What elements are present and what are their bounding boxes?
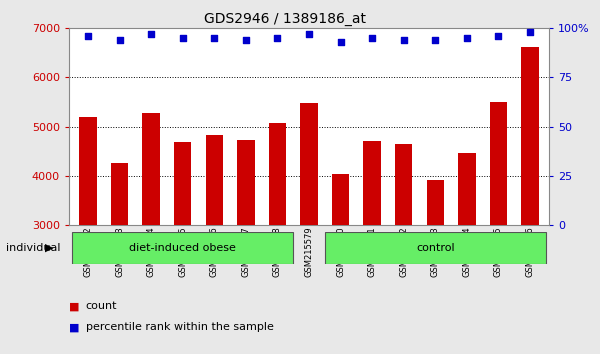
Bar	[79, 117, 97, 225]
Bar	[427, 179, 444, 225]
Point	[146, 32, 156, 37]
Bar	[301, 103, 317, 225]
Point	[399, 37, 409, 43]
Text: individual: individual	[6, 243, 61, 253]
Point	[272, 35, 282, 41]
Text: percentile rank within the sample: percentile rank within the sample	[86, 322, 274, 332]
Bar	[490, 103, 507, 225]
Bar	[206, 135, 223, 225]
Bar	[111, 164, 128, 225]
Point	[209, 35, 219, 41]
Point	[241, 37, 251, 43]
Point	[525, 29, 535, 35]
Bar	[174, 142, 191, 225]
Bar	[364, 141, 381, 225]
Bar	[325, 232, 546, 264]
Point	[83, 33, 93, 39]
Point	[178, 35, 187, 41]
Bar	[269, 122, 286, 225]
Bar	[521, 47, 539, 225]
Text: diet-induced obese: diet-induced obese	[129, 243, 236, 253]
Text: count: count	[86, 301, 118, 311]
Title: GDS2946 / 1389186_at: GDS2946 / 1389186_at	[204, 12, 366, 26]
Bar	[142, 113, 160, 225]
Bar	[72, 232, 293, 264]
Bar	[395, 144, 412, 225]
Point	[494, 33, 503, 39]
Text: ▶: ▶	[45, 243, 53, 253]
Text: ■: ■	[69, 301, 79, 311]
Point	[462, 35, 472, 41]
Text: control: control	[416, 243, 455, 253]
Point	[336, 39, 346, 45]
Bar	[237, 140, 254, 225]
Point	[431, 37, 440, 43]
Point	[115, 37, 124, 43]
Point	[304, 32, 314, 37]
Bar	[332, 174, 349, 225]
Point	[367, 35, 377, 41]
Text: ■: ■	[69, 322, 79, 332]
Bar	[458, 153, 476, 225]
